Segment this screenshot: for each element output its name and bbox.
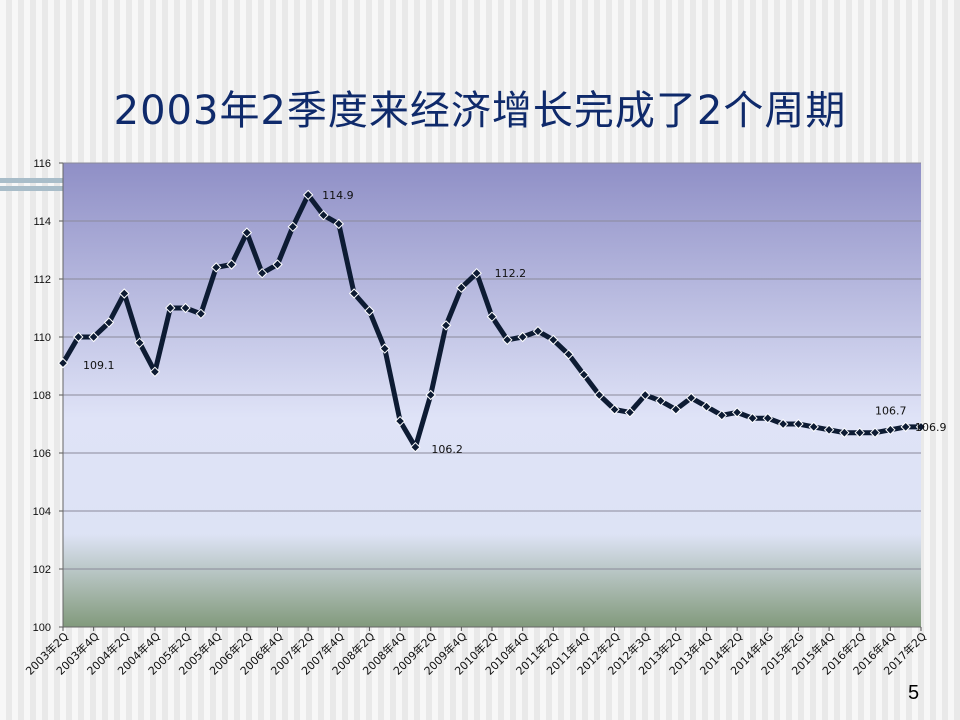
data-point	[869, 427, 881, 438]
data-point	[578, 369, 590, 380]
data-label: 106.9	[915, 421, 947, 434]
data-point	[348, 288, 360, 299]
data-point	[471, 267, 482, 279]
page-number: 5	[908, 682, 920, 704]
accent-bar	[0, 186, 64, 191]
data-point	[839, 427, 850, 438]
data-point	[425, 389, 436, 401]
data-point	[532, 325, 544, 337]
data-point	[900, 421, 911, 433]
y-tick-label: 110	[33, 332, 51, 344]
data-point	[88, 331, 99, 343]
data-point	[73, 331, 84, 343]
data-point	[272, 259, 283, 270]
data-label: 114.9	[322, 189, 354, 202]
data-point	[364, 305, 375, 317]
data-point	[655, 395, 666, 407]
data-point	[624, 407, 636, 418]
data-label: 106.7	[875, 405, 907, 418]
data-point	[762, 412, 773, 424]
data-point	[226, 259, 237, 270]
data-point	[731, 407, 743, 418]
y-tick-label: 106	[33, 448, 51, 460]
data-point	[379, 343, 390, 354]
data-label: 112.2	[495, 267, 527, 280]
data-point	[793, 418, 804, 430]
y-tick-label: 102	[33, 564, 51, 576]
data-point	[640, 389, 651, 401]
data-point	[195, 308, 207, 320]
data-point	[594, 389, 605, 401]
data-point	[609, 404, 620, 415]
data-point	[302, 189, 314, 201]
data-point	[854, 427, 865, 438]
data-point	[670, 404, 682, 415]
data-point	[149, 366, 161, 378]
data-point	[456, 282, 467, 293]
data-point	[808, 421, 819, 433]
y-tick-label: 104	[33, 506, 51, 518]
data-point	[915, 421, 927, 433]
data-point	[747, 412, 758, 424]
data-point	[502, 334, 513, 346]
data-point	[57, 357, 69, 369]
data-point	[333, 218, 344, 230]
data-label: 106.2	[431, 443, 463, 456]
accent-bar	[0, 178, 64, 183]
data-point	[517, 331, 528, 343]
y-tick-label: 116	[33, 158, 51, 170]
y-tick-label: 108	[33, 390, 51, 402]
data-point	[410, 441, 421, 453]
y-tick-label: 114	[33, 216, 51, 228]
data-point	[701, 401, 712, 412]
y-tick-label: 112	[33, 274, 51, 286]
accent-bars	[0, 178, 64, 194]
data-point	[165, 302, 176, 314]
data-point	[823, 424, 835, 436]
data-point	[134, 337, 145, 349]
slide-title: 2003年2季度来经济增长完成了2个周期	[113, 88, 847, 134]
data-point	[685, 392, 697, 404]
data-point	[563, 349, 574, 360]
data-point	[440, 320, 452, 331]
data-label: 109.1	[83, 359, 115, 372]
data-point	[256, 267, 268, 279]
data-point	[211, 262, 222, 273]
data-point	[885, 424, 896, 436]
y-tick-label: 100	[33, 622, 51, 634]
data-point	[486, 311, 498, 322]
data-point	[318, 209, 329, 221]
data-point	[103, 317, 115, 328]
data-point	[180, 302, 191, 314]
data-point	[287, 221, 299, 233]
data-point	[241, 227, 253, 238]
data-point	[394, 415, 406, 427]
data-point	[548, 334, 559, 346]
data-point	[716, 410, 728, 421]
data-point	[777, 418, 789, 430]
data-point	[119, 288, 130, 299]
